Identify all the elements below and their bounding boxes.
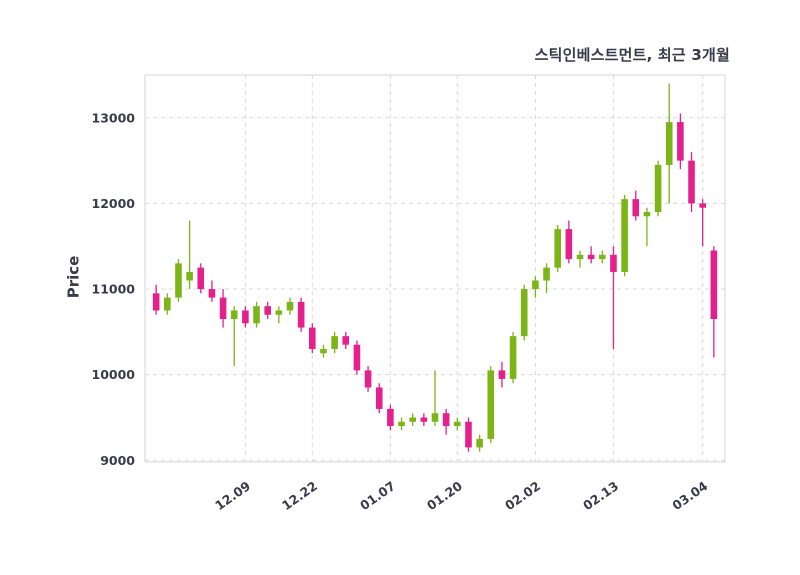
candle-body-up <box>643 211 651 217</box>
candle-body-up <box>543 267 550 281</box>
candle-body-up <box>476 438 483 448</box>
chart-title: 스틱인베스트먼트, 최근 3개월 <box>534 46 730 64</box>
candle-body-up <box>576 254 584 260</box>
candle-body-down <box>152 293 160 311</box>
candle-body-up <box>509 336 517 379</box>
x-tick-label: 01.07 <box>357 478 398 513</box>
candle-body-down <box>677 122 684 161</box>
candle-body-up <box>331 336 338 349</box>
candle-body-down <box>498 370 506 379</box>
candle-body-down <box>342 336 350 345</box>
candle-body-up <box>320 348 327 354</box>
candle-body-up <box>621 199 628 272</box>
plot-border <box>144 74 726 463</box>
candle-body-down <box>309 327 316 349</box>
candle-body-down <box>197 267 205 290</box>
candle-body-up <box>665 122 673 165</box>
x-tick-label: 02.13 <box>580 478 621 513</box>
candle-body-up <box>409 417 416 422</box>
x-tick-label: 12.09 <box>212 478 253 513</box>
candle-body-up <box>164 297 171 311</box>
candle-body-up <box>253 306 260 324</box>
y-tick-label: 13000 <box>92 110 136 125</box>
candle-body-up <box>554 229 561 268</box>
x-tick-label: 12.22 <box>279 478 320 513</box>
candle-body-down <box>442 413 450 427</box>
y-tick-label: 9000 <box>100 453 135 468</box>
candle-body-down <box>375 387 383 409</box>
candle-body-down <box>387 408 394 427</box>
candle-body-down <box>297 301 305 328</box>
candle-body-up <box>654 164 662 212</box>
candle-body-down <box>219 297 227 320</box>
candle-body-down <box>420 417 428 422</box>
y-tick-label: 10000 <box>92 367 136 382</box>
x-tick-label: 01.20 <box>424 478 465 513</box>
candle-body-up <box>520 289 528 337</box>
y-tick-label: 11000 <box>92 282 136 297</box>
candle-body-up <box>599 254 606 260</box>
candle-body-down <box>587 254 595 260</box>
candle-body-down <box>699 203 706 208</box>
candle-body-up <box>275 310 283 315</box>
candle-body-up <box>487 370 495 439</box>
candle-body-down <box>610 254 617 272</box>
candle-body-down <box>208 289 216 298</box>
candle-body-up <box>186 271 193 281</box>
candle-body-up <box>286 301 294 311</box>
candle-body-down <box>353 344 361 371</box>
candle-body-down <box>264 306 271 315</box>
x-tick-label: 02.02 <box>502 478 543 513</box>
candle-body-up <box>230 310 238 320</box>
candle-body-up <box>175 263 182 298</box>
candle-body-up <box>532 280 539 290</box>
candle-body-up <box>454 421 461 427</box>
candle-body-down <box>710 250 718 320</box>
candle-body-down <box>688 160 695 204</box>
y-tick-label: 12000 <box>92 196 136 211</box>
candle-body-down <box>565 229 573 260</box>
candle-body-down <box>242 310 249 324</box>
candle-body-up <box>431 413 439 422</box>
candle-body-down <box>465 421 472 448</box>
x-tick-label: 03.04 <box>669 478 710 513</box>
candle-body-down <box>632 199 640 217</box>
candle-body-down <box>364 370 372 388</box>
candle-body-up <box>398 421 405 427</box>
